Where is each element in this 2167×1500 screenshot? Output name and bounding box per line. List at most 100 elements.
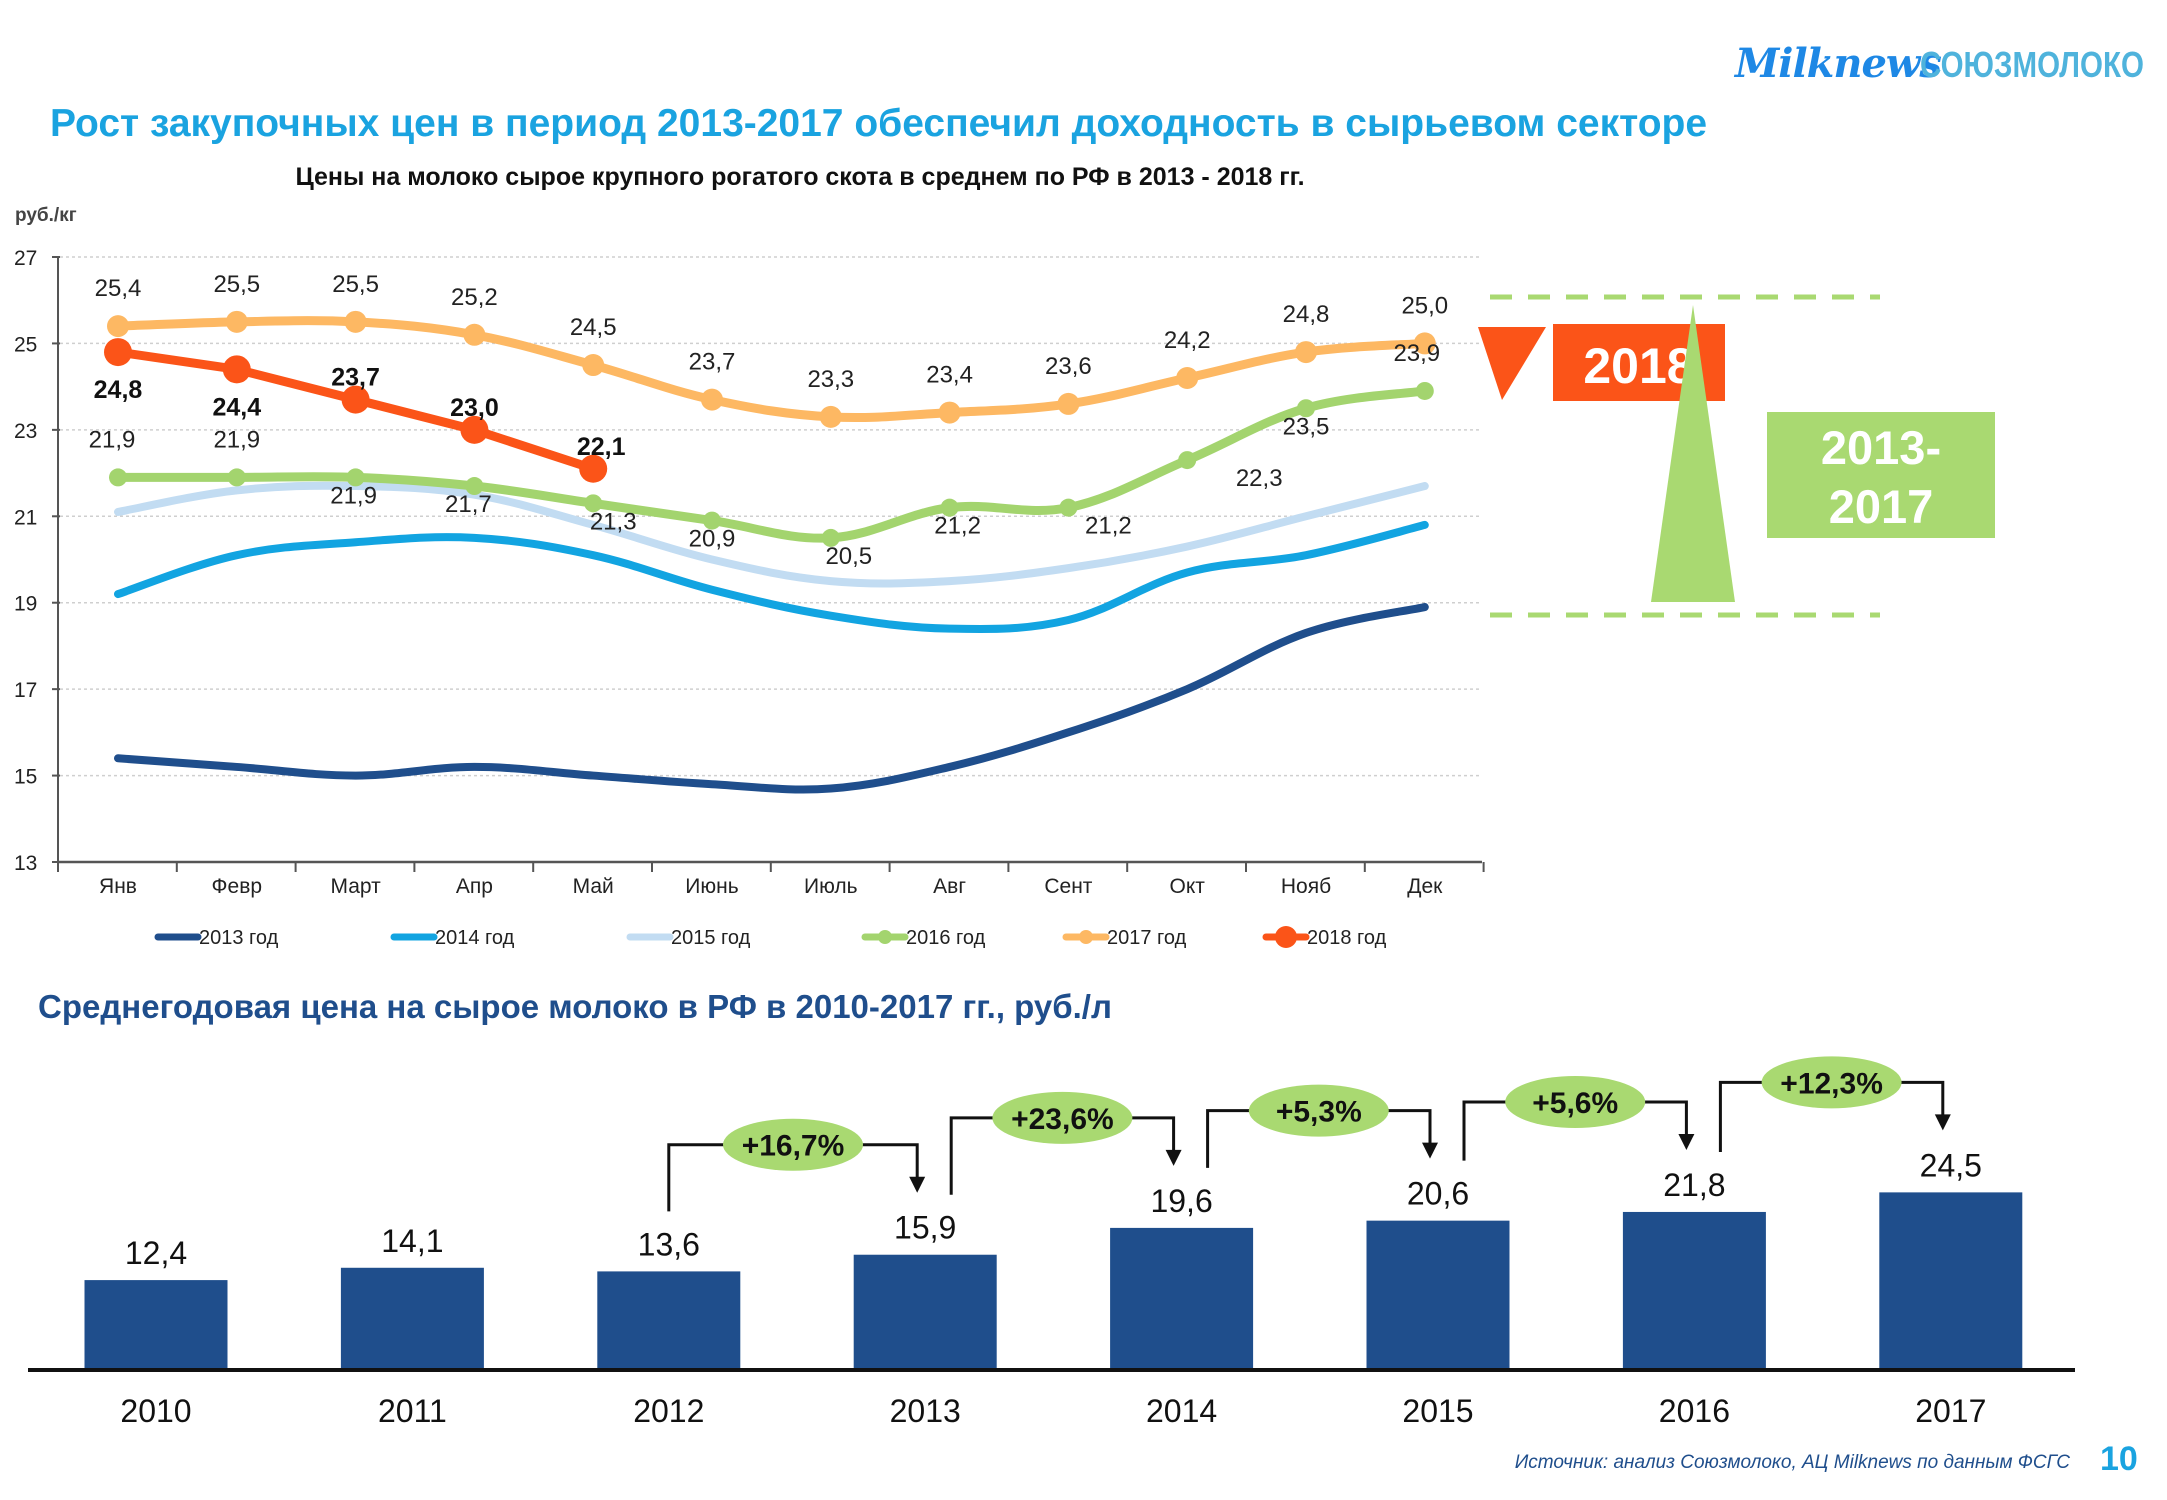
growth-bubble (723, 1118, 863, 1171)
bar-value-label: 13,6 (638, 1226, 700, 1262)
x-tick-label: Июль (804, 875, 858, 898)
data-point-2016 (940, 498, 959, 517)
x-tick-label: Май (573, 875, 614, 898)
x-tick-label: Дек (1407, 875, 1443, 898)
line-chart-title: Цены на молоко сырое крупного рогатого с… (295, 163, 1305, 191)
data-label-2016: 20,5 (825, 543, 872, 570)
data-point-2016 (1415, 381, 1434, 400)
data-label-2018: 22,1 (577, 433, 626, 461)
bar-value-label: 21,8 (1663, 1167, 1725, 1203)
bar-value-label: 15,9 (894, 1210, 956, 1246)
x-tick-label: Янв (99, 875, 137, 898)
data-label-2017: 25,2 (451, 284, 498, 311)
data-label-2017: 24,8 (1283, 301, 1330, 328)
data-label-2018: 24,4 (212, 393, 261, 421)
data-label-2016: 21,2 (1085, 513, 1132, 540)
arrow-down-icon (909, 1176, 926, 1193)
data-point-2017 (938, 401, 961, 424)
arrow-down-icon (1422, 1142, 1438, 1159)
legend-item: 2014 год (390, 927, 515, 949)
y-tick-label: 15 (14, 766, 37, 789)
data-point-2018 (579, 454, 608, 483)
data-label-2016: 23,5 (1283, 413, 1330, 440)
y-tick-label: 27 (14, 247, 37, 270)
bar-value-label: 12,4 (125, 1235, 187, 1271)
data-label-2017: 25,5 (332, 271, 379, 298)
bar-2017 (1879, 1192, 2023, 1370)
bar-category-label: 2015 (1402, 1393, 1473, 1429)
legend-item: 2018 год (1262, 926, 1387, 949)
legend-label: 2015 год (671, 927, 751, 949)
growth-annotation: +16,7% (667, 1118, 926, 1212)
data-label-2017: 25,4 (95, 275, 142, 302)
badge-2013-2017 (1767, 412, 1995, 538)
data-label-2016: 21,2 (934, 513, 981, 540)
data-label-2018: 24,8 (94, 376, 143, 404)
data-label-2017: 24,2 (1164, 327, 1211, 354)
data-point-2016 (821, 528, 840, 547)
data-point-2016 (1297, 399, 1315, 418)
legend-item: 2017 год (1062, 927, 1187, 949)
arrow-down-icon (1678, 1133, 1695, 1150)
data-point-2017 (463, 323, 486, 346)
growth-label: +16,7% (742, 1130, 845, 1163)
soyuzmoloko-logo: СОЮЗМОЛОКО (1920, 44, 2144, 85)
bar-2011 (340, 1267, 484, 1370)
data-point-2016 (346, 468, 365, 487)
bar-value-label: 19,6 (1150, 1183, 1212, 1219)
bar-2014 (1110, 1227, 1254, 1370)
bar-category-label: 2014 (1146, 1393, 1217, 1429)
data-point-2016 (703, 511, 721, 530)
data-label-2016: 21,7 (445, 491, 492, 518)
y-tick-label: 21 (14, 506, 37, 529)
decline-triangle-icon (1478, 327, 1546, 400)
data-point-2017 (225, 310, 248, 333)
bar-value-label: 20,6 (1407, 1176, 1469, 1212)
badge-2013-2017-line1: 2013- (1821, 421, 1941, 474)
series-line-2014 (114, 520, 1429, 634)
growth-label: +23,6% (1011, 1103, 1114, 1136)
source-note: Источник: анализ Союзмолоко, АЦ Milknews… (1514, 1452, 2070, 1473)
bar-value-label: 14,1 (381, 1223, 443, 1259)
y-tick-label: 25 (14, 333, 37, 356)
bar-category-label: 2012 (633, 1393, 704, 1429)
growth-label: +5,6% (1532, 1087, 1618, 1120)
legend-label: 2013 год (199, 927, 279, 949)
growth-annotation: +5,6% (1462, 1075, 1695, 1161)
bar-category-label: 2010 (120, 1393, 191, 1429)
data-point-2017 (107, 315, 129, 338)
growth-triangle-icon (1651, 305, 1735, 602)
data-label-2016: 22,3 (1236, 465, 1283, 492)
data-point-2018 (222, 355, 251, 384)
data-point-2016 (584, 494, 603, 513)
data-point-2016 (1059, 498, 1078, 517)
x-tick-label: Апр (456, 875, 493, 898)
x-tick-label: Июнь (685, 875, 738, 898)
data-point-2017 (344, 310, 367, 333)
growth-label: +5,3% (1276, 1096, 1362, 1129)
y-tick-label: 19 (14, 593, 37, 616)
data-label-2016: 21,9 (213, 426, 260, 453)
data-label-2017: 25,5 (213, 271, 260, 298)
growth-annotation: +12,3% (1718, 1056, 1951, 1152)
growth-annotation: +5,3% (1206, 1084, 1438, 1168)
data-label-2017: 25,0 (1401, 292, 1448, 319)
data-label-2017: 23,3 (807, 366, 854, 393)
data-label-2016: 21,3 (590, 508, 637, 535)
badge-2013-2017-line2: 2017 (1829, 480, 1934, 533)
x-tick-label: Окт (1170, 875, 1206, 898)
data-point-2018 (341, 385, 370, 414)
legend-label: 2016 год (906, 927, 986, 949)
y-tick-label: 17 (14, 679, 37, 702)
data-point-2017 (1413, 332, 1436, 355)
badge-2018-label: 2018 (1583, 338, 1694, 394)
bar-2016 (1622, 1211, 1766, 1370)
bar-2012 (597, 1271, 741, 1370)
bar-chart-title: Среднегодовая цена на сырое молоко в РФ … (38, 988, 1112, 1025)
bar-2015 (1366, 1220, 1510, 1370)
data-point-2017 (1295, 341, 1317, 364)
data-point-2017 (819, 405, 842, 428)
x-tick-label: Авг (933, 875, 966, 898)
